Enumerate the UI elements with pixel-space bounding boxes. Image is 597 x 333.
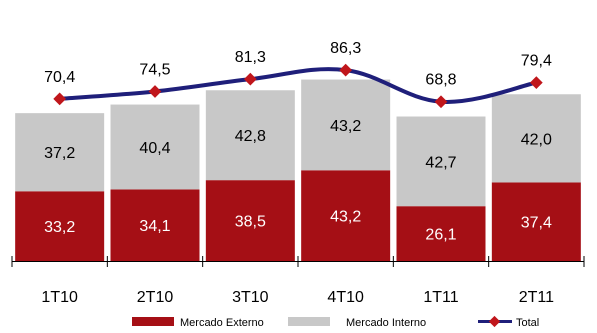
bar-externo-1T10 xyxy=(15,191,105,261)
bar-externo-1T11 xyxy=(396,206,486,261)
label-interno-4T10: 43,2 xyxy=(330,118,361,135)
label-externo-3T10: 38,5 xyxy=(235,214,266,231)
bar-interno-2T11 xyxy=(491,94,581,183)
label-interno-2T11: 42,0 xyxy=(521,131,552,148)
total-label-2T11: 79,4 xyxy=(521,53,552,70)
total-marker-4T10 xyxy=(339,63,353,77)
label-externo-2T11: 37,4 xyxy=(521,215,552,232)
x-tick-2T11: 2T11 xyxy=(519,289,554,306)
total-marker-2T11 xyxy=(529,76,543,89)
legend-label-total: Total xyxy=(516,317,539,329)
total-line xyxy=(59,67,537,104)
legend-swatch-externo xyxy=(132,317,174,326)
bar-interno-1T10 xyxy=(15,113,105,192)
label-externo-2T10: 34,1 xyxy=(139,218,170,235)
total-marker-1T11 xyxy=(434,95,448,109)
total-label-2T10: 74,5 xyxy=(139,61,170,78)
bar-interno-3T10 xyxy=(205,90,295,181)
total-marker-3T10 xyxy=(243,72,257,86)
x-tick-3T10: 3T10 xyxy=(232,289,269,306)
label-interno-1T10: 37,2 xyxy=(44,145,75,162)
x-tick-1T11: 1T11 xyxy=(423,289,458,306)
legend-swatch-total-marker xyxy=(488,315,501,328)
x-tick-4T10: 4T10 xyxy=(327,289,364,306)
x-tick-2T10: 2T10 xyxy=(137,289,174,306)
bar-interno-4T10 xyxy=(301,79,391,171)
label-externo-4T10: 43,2 xyxy=(330,209,361,226)
total-line-layer: 70,4 74,5 81,3 86,3 68,8 79,4 xyxy=(44,40,552,109)
total-label-3T10: 81,3 xyxy=(235,49,266,66)
total-marker-2T10 xyxy=(148,85,162,98)
label-interno-2T10: 40,4 xyxy=(139,140,170,157)
bar-interno-1T11 xyxy=(396,116,486,207)
legend-swatch-interno xyxy=(288,317,330,326)
total-marker-1T10 xyxy=(53,92,67,106)
bar-labels-layer: 33,2 37,2 34,1 40,4 38,5 42,8 43,2 43,2 26,1 42,7… xyxy=(44,118,552,244)
label-interno-3T10: 42,8 xyxy=(235,128,266,145)
bar-externo-2T11 xyxy=(491,182,581,261)
bars-layer xyxy=(15,79,581,261)
bar-interno-2T10 xyxy=(110,104,200,190)
bar-externo-4T10 xyxy=(301,170,391,261)
label-externo-1T10: 33,2 xyxy=(44,219,75,236)
legend: Mercado Externo Mercado Interno Total xyxy=(132,315,539,329)
bar-externo-3T10 xyxy=(205,180,295,261)
bar-externo-2T10 xyxy=(110,189,200,261)
label-interno-1T11: 42,7 xyxy=(425,154,456,171)
legend-label-externo: Mercado Externo xyxy=(180,317,264,329)
label-externo-1T11: 26,1 xyxy=(425,227,456,244)
total-label-1T11: 68,8 xyxy=(425,72,456,89)
x-ticks-layer: 1T10 2T10 3T10 4T10 1T11 2T11 xyxy=(11,256,585,306)
x-tick-1T10: 1T10 xyxy=(41,289,78,306)
total-label-4T10: 86,3 xyxy=(330,40,361,57)
total-label-1T10: 70,4 xyxy=(44,69,75,86)
legend-label-interno: Mercado Interno xyxy=(346,317,426,329)
